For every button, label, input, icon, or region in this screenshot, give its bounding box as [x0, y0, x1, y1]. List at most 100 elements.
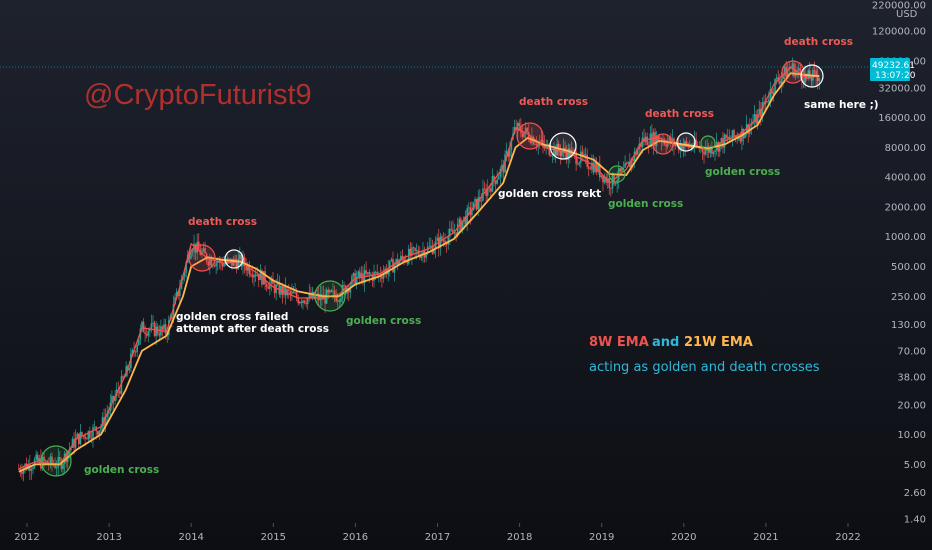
- candle-body: [739, 137, 742, 142]
- candle-body: [265, 284, 268, 288]
- candle-body: [111, 396, 113, 403]
- candle-body: [491, 175, 494, 192]
- candle-body: [813, 70, 816, 71]
- candle-body: [70, 447, 72, 451]
- candle-body: [366, 272, 369, 274]
- candle-body: [332, 290, 334, 292]
- same-here-circle: [800, 64, 824, 88]
- candle-body: [521, 132, 524, 137]
- candle-body: [292, 291, 295, 294]
- x-tick-label: 2015: [261, 532, 286, 543]
- candle-body: [335, 295, 337, 302]
- x-axis[interactable]: 2012 2013 2014 2015 2016 2017 2018 2019 2020 2021…: [14, 523, 861, 543]
- candle-body: [227, 258, 230, 260]
- candle-body: [36, 454, 39, 462]
- candle-body: [46, 460, 49, 464]
- candle-body: [60, 460, 63, 470]
- candle-body: [726, 136, 729, 139]
- candle-body: [766, 101, 768, 102]
- candle-body: [622, 167, 625, 169]
- candle-body: [264, 271, 266, 285]
- candle-body: [646, 136, 648, 146]
- candle-body: [439, 236, 442, 249]
- candle-body: [112, 396, 115, 402]
- candle-body: [486, 187, 489, 196]
- x-tick-label: 2012: [14, 532, 39, 543]
- candle-body: [728, 136, 731, 140]
- candle-body: [216, 262, 219, 263]
- candle-body: [597, 163, 600, 173]
- y-tick-label: 10.00: [897, 430, 926, 441]
- x-tick-label: 2022: [835, 532, 860, 543]
- candle-body: [119, 391, 121, 394]
- candle-body: [546, 144, 549, 146]
- candle-body: [81, 432, 83, 437]
- candle-body: [561, 151, 563, 156]
- golden-cross-circle: [700, 135, 716, 151]
- candle-body: [43, 456, 45, 462]
- candle-body: [235, 262, 238, 270]
- y-tick-label: 38.00: [897, 373, 926, 384]
- candle-body: [213, 265, 216, 267]
- annotations: death cross death cross death cross deat…: [84, 36, 879, 476]
- y-tick-label: 32000.00: [878, 83, 926, 94]
- white-cross-circle: [676, 132, 696, 152]
- candle-body: [25, 463, 28, 470]
- candle-body: [527, 132, 530, 140]
- candle-body: [516, 123, 519, 131]
- candle-body: [158, 333, 161, 336]
- candle-body: [374, 271, 377, 273]
- candle-body: [207, 261, 210, 266]
- candle-body: [772, 92, 775, 94]
- candle-body: [152, 322, 154, 324]
- candle-body: [270, 278, 273, 284]
- death-cross-circle: [652, 133, 674, 155]
- candle-body: [239, 254, 241, 259]
- candle-body: [703, 151, 705, 155]
- candle-body: [291, 291, 293, 294]
- candle-body: [714, 150, 716, 153]
- candle-body: [381, 276, 383, 279]
- candle-body: [245, 265, 247, 271]
- candle-body: [712, 152, 715, 154]
- candle-body: [450, 228, 453, 230]
- candle-body: [273, 284, 276, 294]
- candle-body: [471, 210, 473, 216]
- candle-body: [553, 147, 555, 156]
- candle-body: [310, 292, 312, 298]
- y-tick-label: 5.00: [904, 460, 926, 471]
- candle-body: [804, 73, 806, 83]
- candle-body: [545, 144, 547, 148]
- candle-body: [142, 321, 145, 333]
- candle-body: [670, 137, 672, 144]
- candle-body: [602, 175, 604, 183]
- candle-body: [62, 463, 64, 470]
- annotation-golden-cross-2020: golden cross: [705, 166, 780, 178]
- candle-body: [44, 460, 47, 462]
- candle-body: [371, 274, 374, 281]
- candle-body: [543, 144, 546, 148]
- candle-body: [308, 292, 311, 298]
- candle-body: [587, 166, 590, 169]
- candle-body: [584, 154, 587, 155]
- candle-body: [284, 285, 287, 296]
- candle-body: [269, 283, 271, 289]
- candle-body: [344, 285, 347, 294]
- candle-body: [600, 175, 603, 178]
- candle-body: [161, 326, 164, 330]
- candle-body: [575, 152, 577, 164]
- candle-body: [57, 457, 60, 468]
- x-tick-label: 2021: [753, 532, 778, 543]
- candle-body: [641, 137, 644, 147]
- candle-body: [711, 147, 713, 154]
- y-tick-label: 2.60: [904, 488, 926, 499]
- candle-body: [674, 144, 677, 147]
- x-tick-label: 2017: [425, 532, 450, 543]
- candle-body: [810, 78, 813, 81]
- candle-body: [760, 108, 762, 117]
- candle-body: [733, 130, 735, 137]
- candle-body: [490, 188, 492, 192]
- candle-body: [551, 155, 554, 156]
- candle-body: [289, 290, 292, 294]
